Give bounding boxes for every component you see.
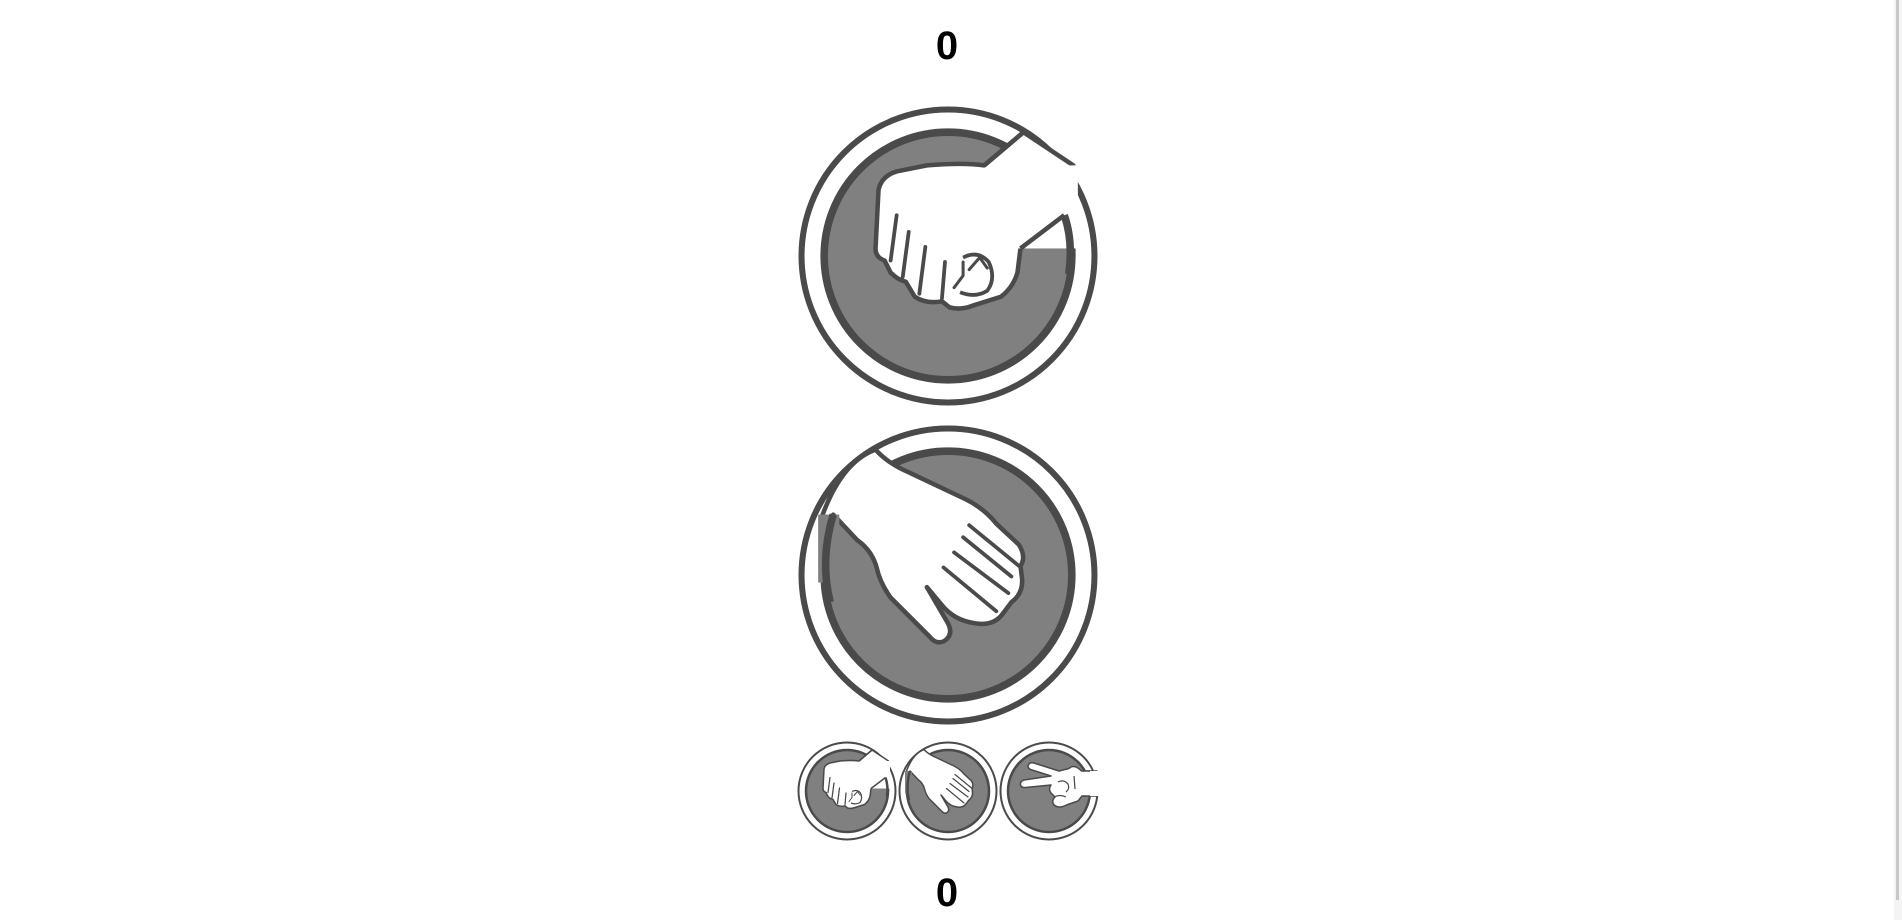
computer-choice-rock-icon: [797, 105, 1099, 407]
scrollbar-thumb[interactable]: [1896, 0, 1899, 900]
vertical-scrollbar[interactable]: [1894, 0, 1902, 920]
scissors-button[interactable]: [999, 741, 1099, 841]
player-choice-paper-icon: [797, 424, 1099, 726]
scissors-hand-icon: [999, 741, 1099, 841]
rock-button[interactable]: [797, 741, 897, 841]
rock-fist-icon: [797, 741, 897, 841]
choice-picker: [797, 741, 1099, 841]
paper-button[interactable]: [898, 741, 998, 841]
computer-score: 0: [935, 24, 959, 68]
paper-hand-icon: [898, 741, 998, 841]
player-score: 0: [935, 871, 959, 915]
